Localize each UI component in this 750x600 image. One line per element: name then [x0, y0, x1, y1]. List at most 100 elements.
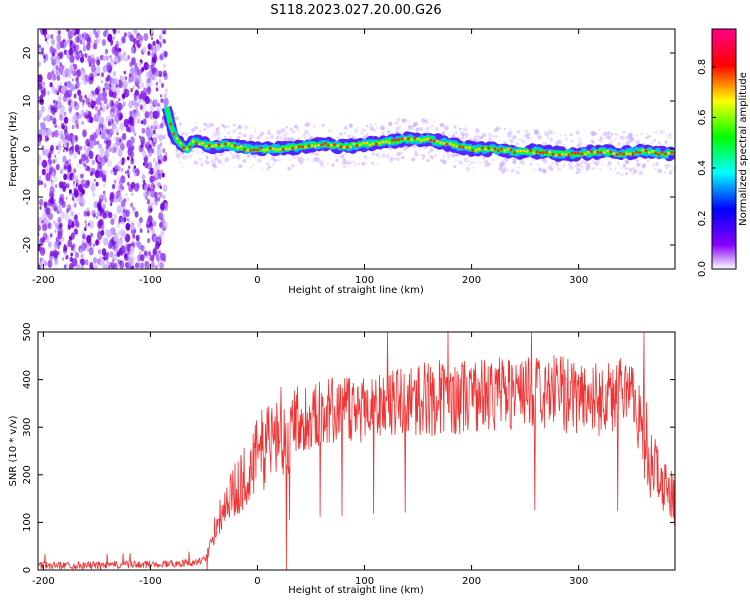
- halo-speckle: [554, 161, 559, 165]
- noise-speckle: [100, 72, 105, 78]
- halo-speckle: [277, 158, 282, 162]
- noise-speckle: [85, 109, 89, 116]
- halo-speckle: [205, 160, 210, 165]
- signal-core-point: [374, 142, 378, 146]
- halo-speckle: [213, 164, 218, 169]
- noise-speckle: [44, 135, 49, 142]
- noise-speckle: [122, 80, 128, 89]
- noise-speckle: [92, 29, 97, 36]
- halo-speckle: [282, 133, 288, 138]
- halo-speckle: [648, 135, 651, 138]
- halo-speckle: [237, 135, 241, 139]
- noise-speckle: [70, 245, 75, 252]
- halo-speckle: [575, 164, 579, 168]
- noise-speckle: [158, 34, 163, 40]
- halo-speckle: [586, 162, 591, 167]
- signal-core-point: [448, 142, 452, 146]
- halo-speckle: [259, 134, 262, 137]
- noise-speckle: [76, 124, 79, 129]
- noise-speckle: [149, 205, 152, 210]
- halo-speckle: [624, 172, 628, 176]
- noise-speckle: [108, 146, 112, 153]
- halo-speckle: [246, 153, 251, 158]
- noise-speckle: [129, 61, 133, 68]
- halo-speckle: [631, 167, 635, 171]
- noise-speckle: [92, 192, 96, 198]
- noise-speckle: [160, 94, 162, 98]
- noise-speckle: [151, 74, 156, 81]
- noise-speckle: [52, 117, 57, 125]
- signal-core-point: [175, 137, 179, 140]
- noise-speckle: [54, 124, 58, 128]
- halo-speckle: [234, 166, 238, 169]
- halo-speckle: [271, 155, 276, 160]
- halo-speckle: [299, 156, 303, 160]
- halo-speckle: [175, 151, 180, 156]
- noise-speckle: [57, 251, 60, 256]
- noise-speckle: [41, 168, 46, 176]
- halo-speckle: [483, 165, 486, 167]
- noise-speckle: [116, 145, 120, 151]
- noise-speckle: [108, 211, 113, 219]
- halo-speckle: [630, 136, 635, 141]
- halo-speckle: [575, 130, 580, 135]
- signal-core-point: [288, 147, 291, 151]
- signal-core-point: [204, 144, 208, 148]
- signal-core-point: [198, 142, 202, 146]
- noise-speckle: [118, 263, 121, 268]
- noise-speckle: [123, 77, 126, 81]
- signal-core-point: [500, 147, 503, 151]
- halo-speckle: [412, 123, 417, 128]
- noise-speckle: [102, 90, 107, 99]
- signal-core-point: [391, 138, 394, 142]
- noise-speckle: [144, 161, 149, 169]
- noise-speckle: [41, 212, 48, 222]
- noise-speckle: [121, 157, 125, 163]
- signal-core-point: [493, 147, 497, 151]
- noise-speckle: [154, 161, 158, 166]
- noise-speckle: [140, 82, 145, 89]
- halo-speckle: [361, 128, 365, 132]
- halo-speckle: [256, 136, 261, 140]
- halo-speckle: [363, 135, 367, 140]
- halo-speckle: [327, 129, 332, 133]
- snr-y-ticks: 0 100 200 300 400 500: [22, 322, 675, 573]
- noise-speckle: [118, 238, 123, 247]
- halo-speckle: [427, 152, 430, 155]
- noise-speckle: [89, 31, 92, 37]
- noise-speckle: [97, 204, 102, 212]
- halo-speckle: [468, 160, 471, 163]
- halo-speckle: [348, 123, 353, 128]
- halo-speckle: [653, 167, 656, 171]
- noise-speckle: [76, 266, 79, 269]
- halo-speckle: [564, 134, 567, 137]
- spectrogram-y-axis-label: Frequency (Hz): [8, 111, 19, 187]
- halo-speckle: [199, 162, 205, 167]
- noise-speckle: [46, 128, 51, 136]
- noise-speckle: [163, 92, 168, 99]
- signal-core-point: [461, 145, 465, 149]
- noise-speckle: [43, 183, 47, 188]
- noise-speckle: [99, 147, 105, 156]
- noise-speckle: [143, 61, 149, 71]
- halo-speckle: [525, 135, 530, 140]
- noise-speckle: [149, 104, 154, 112]
- noise-speckle: [149, 44, 154, 51]
- noise-speckle: [41, 89, 46, 97]
- noise-speckle: [71, 124, 75, 130]
- y-tick-label: -10: [22, 189, 33, 205]
- signal-core-point: [532, 151, 536, 155]
- halo-speckle: [178, 122, 183, 126]
- noise-speckle: [84, 59, 87, 63]
- halo-speckle: [408, 124, 411, 128]
- halo-speckle: [268, 166, 272, 169]
- halo-speckle: [336, 136, 340, 139]
- noise-speckle: [78, 114, 82, 119]
- signal-core-point: [371, 142, 375, 146]
- signal-core-point: [484, 148, 487, 151]
- halo-speckle: [421, 154, 426, 159]
- noise-speckle: [83, 183, 87, 188]
- noise-speckle: [43, 201, 48, 209]
- signal-core-point: [195, 142, 198, 145]
- colorbar-gradient: [711, 28, 737, 270]
